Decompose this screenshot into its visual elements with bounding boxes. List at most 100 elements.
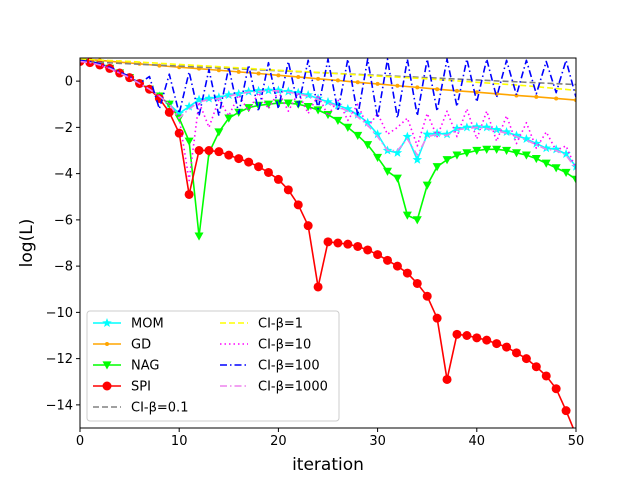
data-point-mom bbox=[432, 128, 442, 138]
data-point-gd bbox=[216, 68, 221, 73]
data-point-mom bbox=[521, 133, 532, 143]
data-point-spi bbox=[561, 406, 571, 416]
data-point-mom bbox=[283, 86, 294, 96]
data-point-mom bbox=[313, 93, 323, 103]
y-axis-label: log(L) bbox=[17, 219, 37, 268]
data-point-mom bbox=[491, 124, 502, 134]
data-point-nag bbox=[472, 146, 482, 155]
data-point-nag bbox=[432, 163, 442, 172]
legend-entry-ci-1: CI-β=1 bbox=[220, 317, 303, 332]
data-point-nag bbox=[402, 211, 412, 220]
data-point-spi bbox=[174, 128, 184, 138]
data-point-nag bbox=[541, 159, 551, 168]
data-point-mom bbox=[472, 121, 482, 131]
data-point-spi bbox=[422, 291, 432, 301]
data-point-spi bbox=[214, 147, 224, 157]
data-point-gd bbox=[276, 73, 281, 78]
data-point-nag bbox=[561, 168, 571, 177]
data-point-spi bbox=[164, 107, 174, 117]
data-point-spi bbox=[313, 282, 323, 292]
legend-marker-mom bbox=[102, 318, 112, 328]
data-point-gd bbox=[395, 83, 400, 88]
data-point-mom bbox=[174, 108, 184, 118]
x-tick-label: 50 bbox=[568, 434, 585, 449]
data-point-mom bbox=[372, 129, 383, 139]
data-point-mom bbox=[422, 129, 432, 139]
data-point-mom bbox=[452, 123, 462, 133]
x-tick-label: 20 bbox=[270, 434, 287, 449]
data-point-spi bbox=[502, 342, 512, 352]
x-tick-label: 0 bbox=[76, 434, 84, 449]
data-point-spi bbox=[293, 200, 303, 210]
data-point-mom bbox=[511, 130, 522, 140]
data-point-spi bbox=[511, 348, 521, 358]
data-point-nag bbox=[263, 100, 273, 109]
data-point-mom bbox=[571, 161, 576, 171]
data-point-nag bbox=[502, 146, 512, 155]
series-line-ci-10 bbox=[80, 60, 576, 182]
data-point-nag bbox=[373, 153, 383, 162]
legend-entry-gd: GD bbox=[93, 338, 151, 353]
data-point-spi bbox=[551, 384, 561, 394]
data-point-spi bbox=[363, 245, 373, 255]
legend-entry-mom: MOM bbox=[93, 317, 164, 332]
legend-label-nag: NAG bbox=[131, 359, 159, 374]
data-point-gd bbox=[256, 71, 261, 76]
data-point-mom bbox=[303, 90, 313, 100]
data-point-spi bbox=[204, 146, 214, 155]
data-point-nag bbox=[521, 151, 531, 160]
data-point-mom bbox=[293, 87, 303, 97]
data-point-gd bbox=[355, 80, 360, 85]
data-point-gd bbox=[534, 94, 539, 99]
data-point-nag bbox=[383, 167, 393, 176]
data-point-nag bbox=[303, 102, 313, 112]
data-point-mom bbox=[273, 85, 284, 95]
series-ci-1 bbox=[80, 58, 576, 92]
y-tick-label: 0 bbox=[65, 75, 73, 90]
data-point-nag bbox=[392, 174, 402, 183]
data-point-spi bbox=[224, 150, 234, 160]
data-point-spi bbox=[492, 339, 502, 349]
data-point-nag bbox=[462, 149, 472, 158]
data-point-spi bbox=[303, 221, 313, 231]
data-point-spi bbox=[402, 268, 412, 278]
data-point-spi bbox=[373, 250, 383, 260]
data-point-nag bbox=[214, 128, 224, 137]
data-point-spi bbox=[432, 313, 442, 323]
legend-entry-ci-10: CI-β=10 bbox=[220, 338, 311, 353]
data-point-spi bbox=[521, 354, 531, 364]
data-point-spi bbox=[531, 362, 541, 372]
data-point-mom bbox=[263, 85, 274, 95]
data-point-spi bbox=[482, 335, 492, 345]
data-point-mom bbox=[531, 138, 542, 148]
legend-label-mom: MOM bbox=[131, 317, 164, 332]
data-point-mom bbox=[551, 144, 561, 154]
ticks-layer: 0 10 20 30 40 50 0 −2 −4 −6 −8 −10 −12 −14 bbox=[46, 75, 585, 449]
data-point-nag bbox=[452, 151, 462, 160]
data-point-gd bbox=[316, 76, 321, 81]
legend-marker-gd bbox=[105, 342, 109, 346]
series-ci-1000 bbox=[80, 60, 576, 170]
data-point-spi bbox=[244, 157, 254, 167]
legend-entry-ci-100: CI-β=100 bbox=[220, 359, 320, 374]
data-point-spi bbox=[184, 189, 194, 199]
legend-marker-spi bbox=[102, 381, 112, 391]
series-ci-10 bbox=[80, 60, 576, 182]
data-point-spi bbox=[392, 261, 402, 271]
data-point-mom bbox=[343, 103, 353, 113]
data-point-spi bbox=[452, 329, 462, 339]
legend-entry-ci-0-1: CI-β=0.1 bbox=[93, 401, 188, 416]
y-tick-label: −2 bbox=[54, 121, 73, 136]
y-tick-label: −10 bbox=[46, 306, 73, 321]
data-point-spi bbox=[234, 154, 244, 164]
data-point-nag bbox=[412, 216, 422, 225]
legend-label-gd: GD bbox=[131, 338, 151, 353]
series-line-ci-100 bbox=[80, 58, 576, 119]
data-point-mom bbox=[224, 90, 234, 100]
legend-label-ci-10: CI-β=10 bbox=[258, 338, 311, 353]
data-point-mom bbox=[204, 93, 214, 103]
data-point-spi bbox=[383, 255, 393, 265]
x-tick-label: 40 bbox=[469, 434, 486, 449]
data-point-nag bbox=[184, 137, 194, 146]
data-point-nag bbox=[492, 145, 502, 154]
